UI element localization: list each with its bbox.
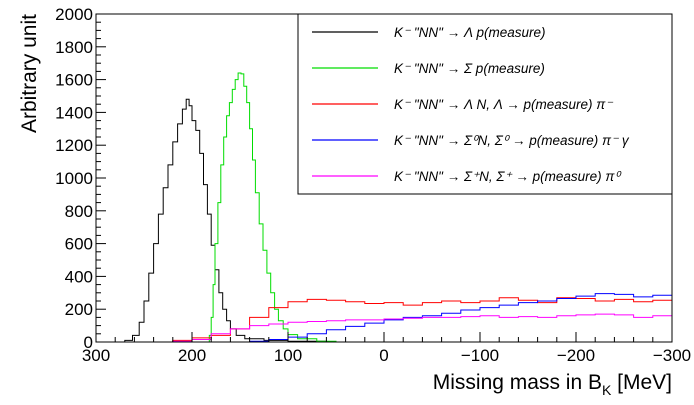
- y-tick-label: 400: [65, 267, 93, 286]
- series-layer: [96, 72, 673, 343]
- x-tick-label: 0: [379, 346, 388, 365]
- x-axis-title: Missing mass in BK [MeV]: [433, 371, 672, 398]
- y-tick-label: 600: [65, 235, 93, 254]
- legend-entry: K⁻ "NN" → Σ⁰N, Σ⁰ → p(measure) π⁻ γ: [394, 133, 630, 148]
- x-tick-label: −300: [653, 346, 691, 365]
- y-axis-title: Arbitrary unit: [18, 14, 41, 133]
- x-tick-label: 200: [178, 346, 206, 365]
- y-tick-label: 1400: [55, 103, 93, 122]
- x-tick-label: −200: [557, 346, 595, 365]
- series-line-3: [96, 293, 673, 343]
- x-tick-label: 100: [274, 346, 302, 365]
- y-tick-label: 1200: [55, 136, 93, 155]
- legend-entry: K⁻ "NN" → Σ⁺N, Σ⁺ → p(measure) π⁰: [394, 169, 622, 184]
- y-tick-label: 1800: [55, 38, 93, 57]
- y-tick-label: 0: [84, 333, 93, 352]
- y-tick-label: 2000: [55, 5, 93, 24]
- series-line-1: [96, 72, 672, 343]
- legend: K⁻ "NN" → Λ p(measure) K⁻ "NN" → Σ p(meas…: [297, 13, 673, 195]
- x-tick-label: 300: [82, 346, 110, 365]
- legend-entry: K⁻ "NN" → Σ p(measure): [394, 61, 545, 76]
- y-tick-label: 200: [65, 300, 93, 319]
- legend-entry: K⁻ "NN" → Λ p(measure): [394, 25, 546, 40]
- y-tick-label: 1600: [55, 71, 93, 90]
- y-tick-label: 800: [65, 202, 93, 221]
- series-line-4: [96, 313, 673, 343]
- x-tick-label: −100: [461, 346, 499, 365]
- legend-entry: K⁻ "NN" → Λ N, Λ → p(measure) π⁻: [394, 97, 613, 112]
- y-tick-label: 1000: [55, 169, 93, 188]
